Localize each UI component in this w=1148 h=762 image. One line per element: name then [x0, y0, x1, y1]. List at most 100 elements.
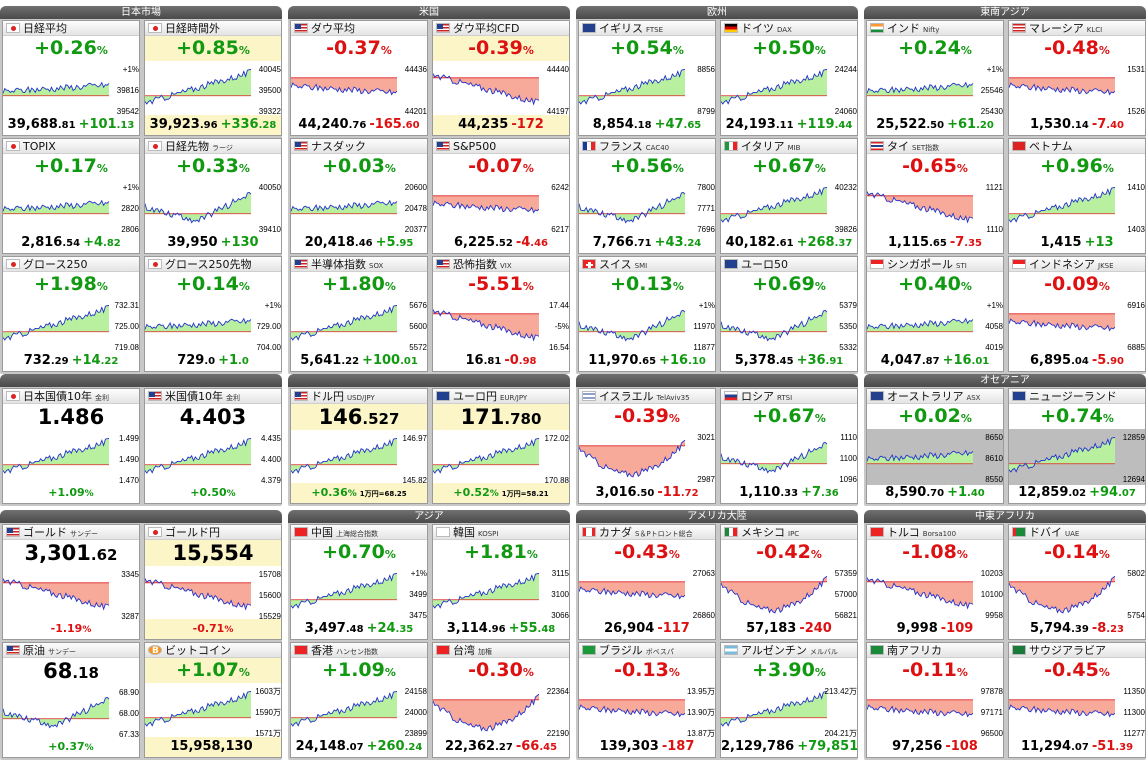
us-flag-icon — [294, 259, 308, 269]
market-card[interactable]: 日経時間外 +0.85% 40045 39500 39322 39,923.96 +33… — [144, 20, 282, 136]
market-card[interactable]: 香港 ハンセン指数 +1.09% 24158 24000 23899 24,148.07… — [290, 642, 428, 758]
card-title: トルコ Borsa100 — [867, 525, 1003, 540]
market-card[interactable]: マレーシア KLCI -0.48% 1531 1526 1,530.14 -7.40 — [1008, 20, 1146, 136]
market-name: ダウ平均 — [311, 22, 355, 35]
card-footer: 1,110.33 +7.36 — [721, 483, 857, 503]
market-card[interactable]: 半導体指数 SOX +1.80% 5676 5600 5572 5,641.22 +100… — [290, 256, 428, 372]
value-integer: 20,418 — [304, 235, 355, 250]
market-card[interactable]: スイス SMI +0.13% +1% 11970 11877 11,970.65 +16.… — [578, 256, 716, 372]
axis-tick-label: 1403 — [1127, 225, 1145, 234]
market-card[interactable]: ベトナム +0.96% 1410 1403 1,415 +13 — [1008, 138, 1146, 254]
market-card[interactable]: ダウ平均CFD -0.39% 44440 44197 44,235 -172 — [432, 20, 570, 136]
market-card[interactable]: ドイツ DAX +0.50% 24244 24060 24,193.11 +119.44 — [720, 20, 858, 136]
market-card[interactable]: メキシコ IPC -0.42% 57359 57000 56821 57,183 -240 — [720, 524, 858, 640]
market-card[interactable]: グロース250先物 +0.14% +1% 729.00 704.00 729.0 +1.… — [144, 256, 282, 372]
market-card[interactable]: 南アフリカ -0.11% 97878 97171 96500 97,256 -108 — [866, 642, 1004, 758]
percent-change: -0.14% — [1009, 540, 1145, 565]
card-footer: 2,816.54 +4.82 — [3, 233, 139, 253]
market-card[interactable]: 台湾 加権 -0.30% 22364 22190 22,362.27 -66.45 — [432, 642, 570, 758]
market-card[interactable]: トルコ Borsa100 -1.08% 10203 10100 9958 9,998 -1… — [866, 524, 1004, 640]
value-decimal: .39 — [1071, 624, 1089, 635]
percent-value: +0.14 — [176, 273, 239, 295]
market-subname: SMI — [634, 262, 648, 270]
chart-area — [433, 694, 539, 731]
market-card[interactable]: 日本国債10年 金利 1.486 1.499 1.490 1.470 +1.09% — [2, 388, 140, 504]
market-card[interactable]: ゴールド円 15,554 15708 15600 15529 -0.71% — [144, 524, 282, 640]
percent-value: +0.02 — [898, 405, 961, 427]
market-name: ゴールド円 — [165, 526, 220, 539]
intraday-chart: 1410 1403 — [1009, 183, 1145, 234]
market-card[interactable]: ユーロ50 +0.69% 5379 5350 5332 5,378.45 +36.91 — [720, 256, 858, 372]
point-change-decimal: .13 — [116, 120, 135, 131]
point-change: +100 — [362, 353, 401, 368]
percent-change: +0.85% — [145, 36, 281, 61]
market-card[interactable]: イギリス FTSE +0.54% 8856 8799 8,854.18 +47.65 — [578, 20, 716, 136]
card-footer: 15,958,130 — [145, 737, 281, 757]
market-card[interactable]: サウジアラビア -0.45% 11350 11300 11277 11,294.07-… — [1008, 642, 1146, 758]
market-card[interactable]: ブラジル ボベスパ -0.13% 13.95万 13.90万 13.87万 139,30… — [578, 642, 716, 758]
market-card[interactable]: カナダ S＆Pトロント総合 -0.43% 27063 26860 26,904 -117 — [578, 524, 716, 640]
market-card[interactable]: B ビットコイン +1.07% 1603万 1590万 1571万 15,958,130 — [144, 642, 282, 758]
chart-area — [3, 697, 109, 728]
axis-tick-label: 96500 — [981, 729, 1004, 738]
market-card[interactable]: イスラエル TelAviv35 -0.39% 3021 2987 3,016.50 -1… — [578, 388, 716, 504]
market-card[interactable]: 恐怖指数 VIX -5.51% 17.44 -5% 16.54 16.81 -0.98 — [432, 256, 570, 372]
card-title: 日経平均 — [3, 21, 139, 36]
market-card[interactable]: 日経平均 +0.26% +1% 39816 39542 39,688.81 +101.1… — [2, 20, 140, 136]
price-line — [291, 438, 398, 474]
market-card[interactable]: TOPIX +0.17% +1% 2820 2806 2,816.54 +4.82 — [2, 138, 140, 254]
axis-tick-label: 22364 — [547, 687, 570, 696]
card-footer: 4,047.87 +16.01 — [867, 351, 1003, 371]
price-line — [3, 81, 110, 94]
ch-flag-icon — [582, 259, 596, 269]
market-card[interactable]: インド Nifty +0.24% +1% 25546 25430 25,522.50 +6… — [866, 20, 1004, 136]
chart-area — [145, 192, 251, 223]
market-card[interactable]: 米国債10年 金利 4.403 4.435 4.400 4.379 +0.50% — [144, 388, 282, 504]
market-name: サウジアラビア — [1029, 644, 1106, 657]
market-card[interactable]: 日経先物 ラージ +0.33% 40050 39410 39,950 +130 — [144, 138, 282, 254]
market-name: ニュージーランド — [1029, 390, 1117, 403]
value-integer: 2,816 — [21, 235, 63, 250]
ar-flag-icon — [724, 645, 738, 655]
market-card[interactable]: シンガポール STI +0.40% +1% 4058 4019 4,047.87 +16.… — [866, 256, 1004, 372]
market-card[interactable]: ナスダック +0.03% 20600 20478 20377 20,418.46 +5.… — [290, 138, 428, 254]
market-card[interactable]: ゴールド サンデー 3,301.62 3345 3287 -1.19% — [2, 524, 140, 640]
market-card[interactable]: ロシア RTSI +0.67% 1110 1100 1096 1,110.33 +7.36 — [720, 388, 858, 504]
value-integer: 25,522 — [876, 117, 927, 132]
market-card[interactable]: アルゼンチン メルバル +3.90% 213.42万 204.21万 2,129,78… — [720, 642, 858, 758]
market-name: S&P500 — [453, 140, 497, 153]
market-card[interactable]: ドル円 USD/JPY 146.527 146.97 145.82 +0.36% 1万円… — [290, 388, 428, 504]
percent-unit: % — [668, 666, 680, 679]
market-card[interactable]: ダウ平均 -0.37% 44436 44201 44,240.76 -165.60 — [290, 20, 428, 136]
card-title: ダウ平均 — [291, 21, 427, 36]
point-change: +36 — [796, 353, 826, 368]
market-card[interactable]: 韓国 KOSPI +1.81% 3115 3100 3066 3,114.96 +55.4… — [432, 524, 570, 640]
intraday-chart: +1% 4058 4019 — [867, 301, 1003, 352]
axis-tick-label: 97878 — [981, 687, 1004, 696]
intraday-chart: 172.02 170.88 — [433, 434, 569, 485]
market-card[interactable]: 中国 上海総合指数 +0.70% +1% 3499 3475 3,497.48 +24.3… — [290, 524, 428, 640]
jp-flag-icon — [6, 259, 20, 269]
market-card[interactable]: オーストラリア ASX +0.02% 8650 8610 8550 8,590.70 +1… — [866, 388, 1004, 504]
group-oc: オセアニア オーストラリア ASX +0.02% 8650 8610 8550 8,590… — [864, 374, 1146, 506]
chart-area — [721, 691, 827, 726]
percent-unit: % — [226, 489, 236, 499]
axis-tick-label: 26860 — [693, 611, 716, 620]
percent-unit: % — [238, 280, 250, 293]
market-card[interactable]: ニュージーランド +0.74% 12859 12694 12,859.02 +94.0… — [1008, 388, 1146, 504]
percent-value: +0.40 — [898, 273, 961, 295]
value-integer: 5,641 — [300, 353, 342, 368]
market-card[interactable]: S&P500 -0.07% 6242 6217 6,225.52 -4.46 — [432, 138, 570, 254]
market-card[interactable]: イタリア MIB +0.67% 40232 39826 40,182.61 +268.3… — [720, 138, 858, 254]
market-name: ドバイ — [1029, 526, 1062, 539]
axis-tick-label: 732.31 — [115, 301, 140, 310]
market-card[interactable]: ユーロ円 EUR/JPY 171.780 172.02 170.88 +0.52% 1万… — [432, 388, 570, 504]
axis-tick-label: 44436 — [405, 65, 428, 74]
market-card[interactable]: ドバイ UAE -0.14% 5802 5754 5,794.39 -8.23 — [1008, 524, 1146, 640]
market-card[interactable]: インドネシア JKSE -0.09% 6916 6885 6,895.04 -5.90 — [1008, 256, 1146, 372]
market-card[interactable]: グロース250 +1.98% 732.31 725.00 719.08 732.29 +… — [2, 256, 140, 372]
market-name: 中国 — [311, 526, 333, 539]
market-card[interactable]: 原油 サンデー 68.18 68.90 68.00 67.33 +0.37% — [2, 642, 140, 758]
market-card[interactable]: フランス CAC40 +0.56% 7800 7771 7696 7,766.71 +43… — [578, 138, 716, 254]
market-card[interactable]: タイ SET指数 -0.65% 1121 1110 1,115.65 -7.35 — [866, 138, 1004, 254]
